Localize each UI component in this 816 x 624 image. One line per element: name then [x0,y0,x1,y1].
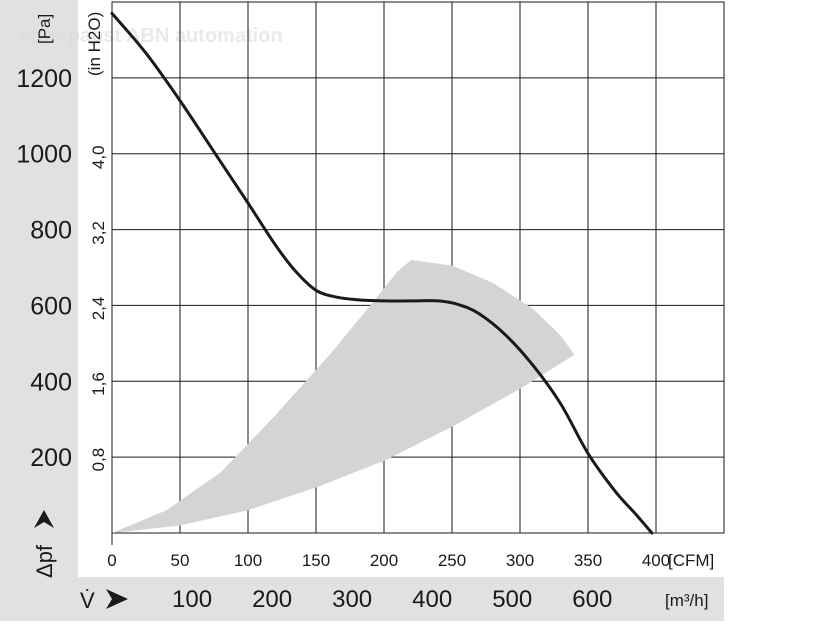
y-tick-label-pa: 200 [30,444,72,472]
x-tick-label-m3h: 600 [572,586,612,613]
y-axis-arrow-icon [34,510,54,528]
y-tick-label-pa: 1000 [16,141,72,169]
y-tick-label-pa: 1200 [16,65,72,93]
x-tick-label-cfm: 300 [506,551,534,570]
y-tick-label-pa: 600 [30,292,72,320]
pressure-curve [110,11,654,535]
axis-labels: 200 400 600 800 1000 1200 0,8 1,6 2,4 3,2 4,0 0 50 10… [16,65,670,613]
y-tick-label-inh2o: 2,4 [89,297,108,321]
x-tick-label-m3h: 300 [332,586,372,613]
x-tick-label-m3h: 500 [492,586,532,613]
plot-frame [111,1,725,534]
y-unit-pa: [Pa] [35,14,54,44]
y-tick-label-pa: 400 [30,368,72,396]
x-tick-label-cfm: 250 [438,551,466,570]
operating-range-area [112,259,575,533]
series-line [110,11,654,535]
x-axis-arrow-icon [106,589,128,609]
y-axis-symbol: Δpf [32,544,57,578]
x-tick-label-cfm: 200 [370,551,398,570]
x-tick-label-cfm: 0 [107,551,116,570]
y-unit-inh2o: (in H2O) [85,12,104,76]
watermark-top: ebm-papst ABN automation [20,25,283,47]
y-tick-label-inh2o: 1,6 [89,372,108,396]
x-unit-m3h: [m³/h] [665,591,708,610]
x-tick-label-m3h: 100 [172,586,212,613]
x-tick-label-m3h: 200 [252,586,292,613]
x-tick-label-m3h: 400 [412,586,452,613]
x-unit-cfm: [CFM] [668,551,714,570]
x-axis-symbol: V̇ [80,588,95,613]
x-tick-label-cfm: 50 [171,551,190,570]
x-tick-label-cfm: 100 [234,551,262,570]
left-gray-panel [0,0,78,578]
y-tick-label-pa: 800 [30,217,72,245]
y-tick-label-inh2o: 4,0 [89,145,108,169]
x-tick-label-cfm: 150 [302,551,330,570]
operating-range-shape [112,259,575,533]
x-tick-label-cfm: 400 [642,551,670,570]
y-tick-label-inh2o: 0,8 [89,448,108,472]
x-tick-label-cfm: 350 [574,551,602,570]
y-tick-label-inh2o: 3,2 [89,221,108,245]
